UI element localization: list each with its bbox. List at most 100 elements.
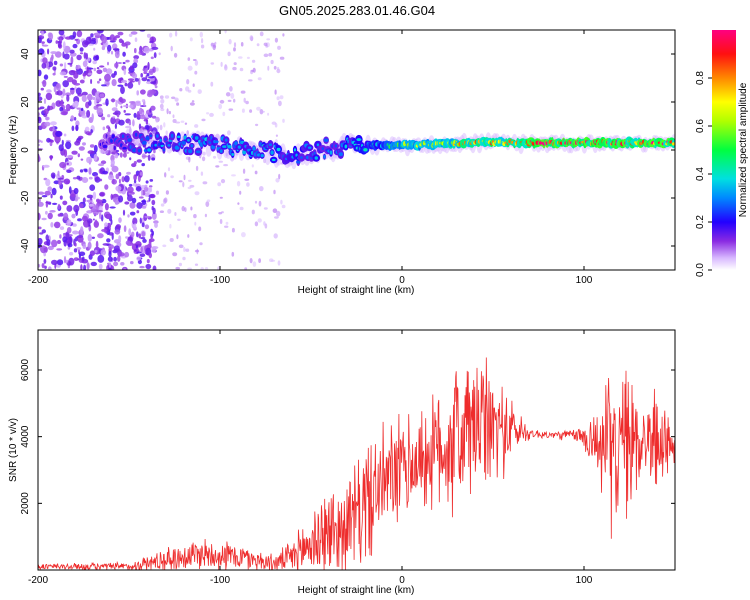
spectrogram-cell	[68, 186, 72, 194]
spectrogram-cell	[239, 206, 244, 211]
spectrogram-cell	[111, 179, 117, 185]
spectrogram-cell	[71, 125, 75, 132]
spectrogram-cell	[112, 43, 118, 50]
spectrogram-cell	[157, 142, 161, 147]
spectrogram-cell	[149, 193, 156, 199]
spectrogram-cell	[108, 174, 114, 181]
spectrogram-cell	[113, 261, 119, 267]
spectrogram-cell	[50, 155, 53, 161]
spectrogram-cell	[150, 56, 154, 60]
spectrogram-cell	[273, 189, 276, 195]
spectrogram-cell	[57, 40, 62, 49]
spectrogram-cell	[95, 240, 99, 249]
spectrogram-cell	[69, 251, 74, 256]
spectrogram-cell	[223, 164, 229, 167]
snr-marks	[38, 357, 675, 570]
spectrogram-cell	[136, 231, 139, 238]
spectrogram-cell	[132, 217, 138, 225]
spectrogram-cell	[134, 132, 138, 137]
spectrogram-cell	[139, 217, 142, 224]
spectrogram-cell	[206, 199, 211, 203]
spectrogram-cell	[66, 162, 70, 166]
spectrogram-cell	[232, 66, 237, 71]
spectrogram-cell	[40, 87, 44, 91]
spectrogram-cell	[151, 46, 159, 51]
spectrogram-cell	[200, 267, 204, 270]
spectrogram-cell	[129, 104, 134, 109]
spectrogram-cell	[59, 106, 64, 112]
spectrogram-cell	[92, 191, 97, 200]
spectrogram-cell	[263, 207, 268, 210]
spectrogram-cell	[187, 57, 191, 61]
spectrogram-cell	[205, 201, 210, 208]
spectrogram-cell	[153, 220, 159, 224]
spectrogram-cell	[187, 267, 192, 270]
spectrogram-cell	[215, 165, 220, 168]
spectrogram-cell	[58, 30, 65, 36]
spectrogram-cell	[38, 197, 41, 203]
spectrogram-cell	[38, 37, 42, 44]
spectrogram-cell	[141, 99, 145, 103]
spectrogram-cell	[129, 157, 132, 161]
spectrogram-cell	[179, 88, 183, 92]
spectrogram-cell	[273, 233, 278, 239]
spectrogram-cell	[136, 90, 139, 96]
spectrogram-cell	[136, 251, 143, 254]
spectrogram-cell	[74, 140, 81, 146]
spectrogram-cell	[62, 88, 66, 97]
spectrogram-cell	[87, 150, 95, 155]
spectrogram-cell	[113, 245, 120, 252]
spectrogram-cell	[263, 221, 266, 226]
spectrogram-cell	[276, 96, 280, 101]
spectrogram-cell	[52, 125, 55, 132]
spectrogram-cell	[127, 214, 130, 218]
spectrogram-cell	[47, 48, 50, 55]
spectrogram-cell	[43, 108, 49, 115]
spectrogram-cell	[96, 67, 100, 70]
spectrogram-cell	[154, 143, 158, 147]
spectrogram-cell	[110, 116, 116, 125]
spectrogram-cell	[76, 175, 81, 180]
spectrogram-cell	[149, 40, 154, 44]
spectrogram-cell	[73, 257, 79, 261]
spectrogram-cell	[81, 94, 87, 103]
spectrogram-cell	[42, 57, 48, 64]
spectrogram-cell	[63, 256, 67, 264]
spectrogram-cell	[97, 233, 104, 239]
spectrogram-cell	[47, 212, 53, 220]
spectrogram-cell	[113, 145, 116, 151]
spectrogram-cell	[114, 35, 121, 39]
spectrogram-ytick-label: -40	[20, 238, 31, 253]
spectrogram-cell	[129, 211, 136, 216]
spectrogram-cell	[83, 52, 87, 59]
spectrogram-cell	[84, 169, 88, 173]
spectrogram-xtick-label: -100	[210, 275, 230, 286]
colorbar-tick-label: 0.4	[695, 167, 706, 181]
spectrogram-cell	[52, 72, 56, 76]
spectrogram-cell	[187, 65, 193, 71]
spectrogram-cell	[141, 205, 147, 209]
spectrogram-cell	[142, 238, 147, 243]
spectrogram-cell	[67, 243, 73, 248]
spectrogram-cell	[66, 205, 73, 212]
spectrogram-cell	[79, 203, 84, 209]
spectrogram-cell	[90, 129, 93, 134]
spectrogram-cell	[323, 155, 326, 159]
spectrogram-cell	[57, 170, 60, 177]
spectrogram-ytick-label: 0	[20, 147, 31, 153]
spectrogram-cell	[174, 212, 177, 216]
spectrogram-cell	[74, 198, 78, 202]
spectrogram-cell	[47, 266, 52, 270]
spectrogram-cell	[220, 61, 223, 67]
spectrogram-cell	[93, 55, 99, 61]
spectrogram-cell	[142, 68, 146, 72]
spectrogram-cell	[82, 60, 88, 68]
spectrogram-cell	[279, 56, 285, 60]
spectrogram-cell	[118, 252, 125, 257]
spectrogram-cell	[97, 163, 105, 167]
spectrogram-cell	[88, 43, 94, 46]
spectrogram-cell	[151, 199, 156, 206]
spectrogram-cell	[141, 222, 145, 228]
spectrogram-cell	[169, 32, 173, 38]
